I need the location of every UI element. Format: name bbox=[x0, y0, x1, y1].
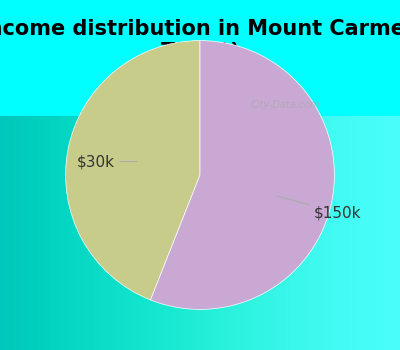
Wedge shape bbox=[66, 41, 200, 300]
Text: $150k: $150k bbox=[276, 196, 362, 220]
Text: $30k: $30k bbox=[76, 154, 137, 169]
Wedge shape bbox=[150, 41, 334, 309]
Text: City-Data.com: City-Data.com bbox=[251, 100, 321, 110]
Text: Income distribution in Mount Carmel,
TN (%): Income distribution in Mount Carmel, TN … bbox=[0, 19, 400, 62]
Text: Multirace residents: Multirace residents bbox=[114, 86, 286, 104]
